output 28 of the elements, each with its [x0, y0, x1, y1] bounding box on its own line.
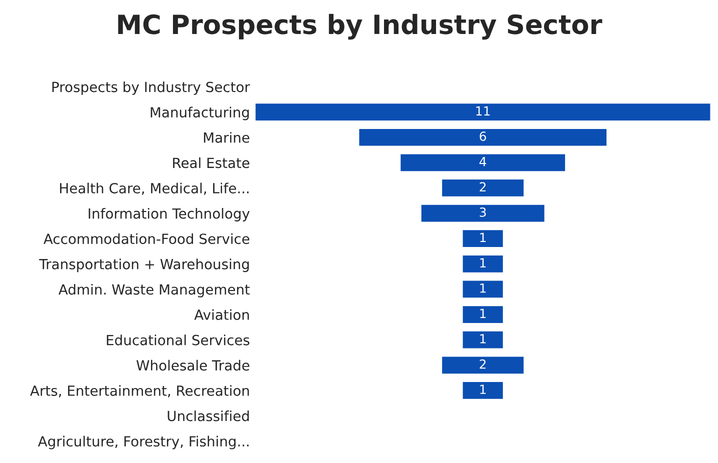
- data-label: 3: [480, 207, 486, 217]
- category-label: Marine: [204, 132, 250, 143]
- category-label: Educational Services: [106, 334, 250, 346]
- data-label: 1: [480, 334, 486, 344]
- data-label: 1: [480, 258, 486, 268]
- category-label: Admin. Waste Management: [58, 284, 250, 298]
- category-label: Arts, Entertainment, Recreation: [30, 385, 249, 398]
- data-label: 2: [480, 359, 486, 369]
- category-label: Information Technology: [88, 208, 250, 222]
- data-label: 1: [480, 308, 486, 318]
- category-label: Unclassified: [168, 410, 249, 422]
- data-label: 4: [479, 157, 486, 166]
- category-label: Health Care, Medical, Life...: [60, 182, 249, 195]
- data-label: 1: [480, 232, 486, 242]
- data-label: 1: [480, 384, 486, 394]
- data-label: 2: [480, 182, 486, 192]
- data-label: 11: [476, 106, 490, 116]
- category-label: Agriculture, Forestry, Fishing...: [38, 436, 249, 450]
- category-label: Manufacturing: [150, 106, 249, 120]
- text: MC Prospects by Industry Sector: [118, 14, 602, 40]
- data-label: 6: [480, 132, 486, 141]
- category-label: Wholesale Trade: [136, 360, 250, 371]
- category-label: Aviation: [194, 309, 249, 320]
- category-label: Prospects by Industry Sector: [52, 81, 250, 95]
- category-label: Real Estate: [173, 157, 250, 168]
- data-label: 1: [480, 284, 486, 293]
- category-label: Transportation + Warehousing: [39, 258, 249, 272]
- category-label: Accommodation-Food Service: [44, 233, 250, 244]
